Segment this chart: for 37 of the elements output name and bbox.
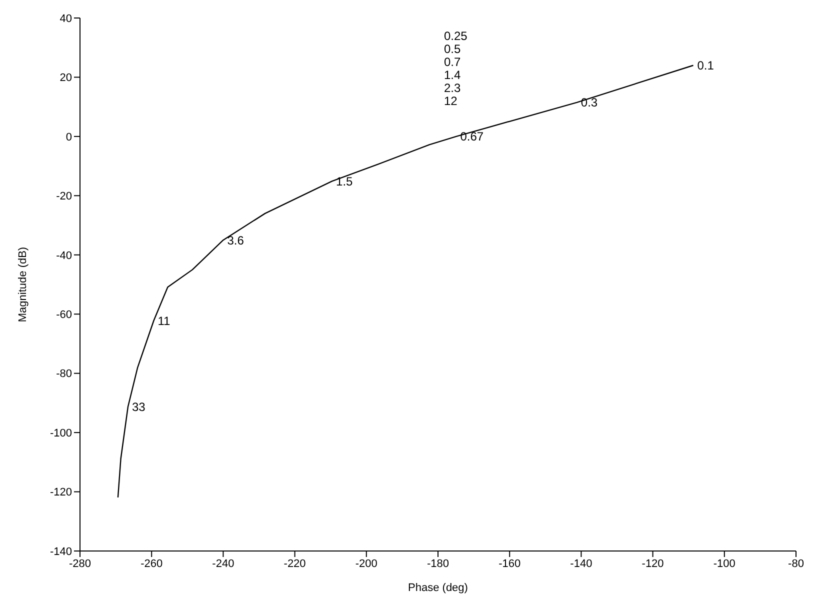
- y-tick-label: -140: [50, 546, 72, 558]
- y-axis-title: Magnitude (dB): [16, 246, 29, 322]
- x-tick-label: -140: [570, 558, 592, 570]
- annotation: 0.25: [444, 29, 468, 43]
- annotation: 0.1: [697, 58, 714, 73]
- annotation: 0.3: [580, 96, 598, 110]
- annotation: 3.6: [227, 233, 244, 248]
- y-tick-label: -80: [56, 368, 72, 380]
- y-tick-label: -120: [50, 486, 72, 499]
- y-tick-label: -100: [50, 427, 72, 440]
- x-tick-label: -280: [68, 558, 92, 570]
- x-tick-label: -80: [788, 558, 804, 570]
- x-tick-label: -100: [713, 558, 736, 570]
- annotation: 11: [158, 314, 171, 328]
- x-tick-label: -120: [642, 558, 664, 570]
- y-tick-label: 20: [60, 72, 72, 84]
- x-tick-label: -240: [212, 558, 234, 570]
- line-series: [117, 64, 694, 498]
- y-tick-label: -20: [56, 190, 72, 203]
- annotation: 1.5: [336, 174, 354, 188]
- x-axis-title: Phase (deg): [408, 582, 468, 594]
- annotation: 1.4: [444, 68, 462, 82]
- y-tick-label: -60: [56, 309, 72, 322]
- x-tick-label: -220: [284, 558, 306, 570]
- x-tick-label: -260: [140, 558, 163, 570]
- annotation: 0.5: [444, 42, 462, 56]
- annotation: 0.7: [444, 55, 462, 69]
- annotation: 33: [132, 400, 146, 414]
- annotation: 2.3: [444, 81, 462, 95]
- annotation: 12: [444, 94, 458, 108]
- x-tick-label: -160: [498, 558, 521, 570]
- y-tick-label: 0: [66, 131, 72, 144]
- y-tick-label: 40: [60, 12, 72, 25]
- y-tick-label: -40: [56, 250, 72, 262]
- x-tick-label: -200: [355, 558, 378, 570]
- annotation: 0.67: [460, 130, 484, 144]
- x-tick-label: -180: [426, 558, 450, 570]
